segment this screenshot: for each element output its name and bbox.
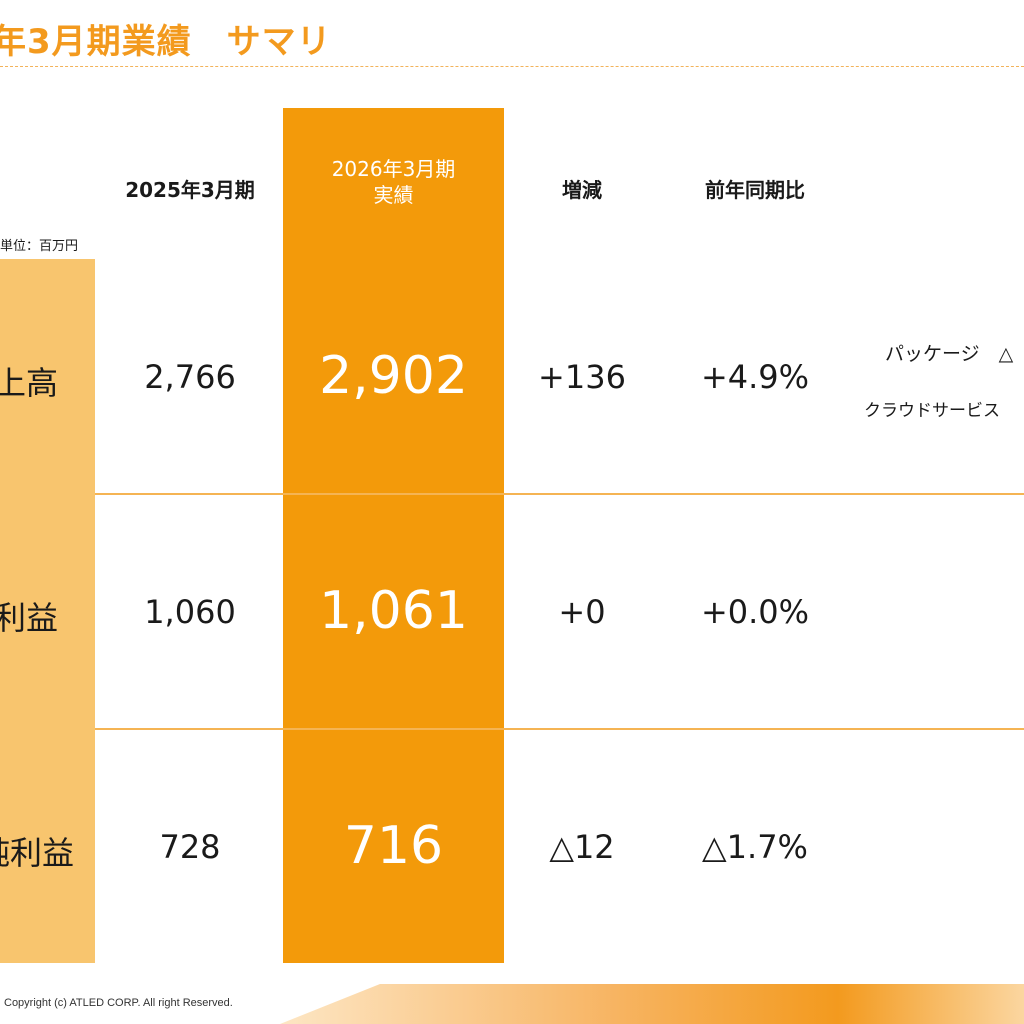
ratio-value-sales: +4.9% — [700, 358, 810, 396]
note-package: パッケージ △ — [885, 343, 1014, 365]
header-yoy-ratio: 前年同期比 — [705, 178, 805, 202]
header-current-line2: 実績 — [373, 183, 414, 207]
current-value-net-profit: 716 — [343, 816, 444, 876]
diff-value-sales: +136 — [538, 358, 626, 396]
prev-value-net-profit: 728 — [159, 828, 221, 866]
header-current-line1: 2026年3月期 — [331, 157, 456, 181]
row-label-operating-profit: 利益 — [0, 599, 59, 637]
header-difference: 増減 — [562, 178, 602, 202]
row-divider — [95, 493, 1024, 495]
diff-value-net-profit: △12 — [549, 828, 615, 866]
prev-value-operating-profit: 1,060 — [144, 593, 236, 631]
note-cloud-service: クラウドサービス — [864, 401, 1000, 421]
prev-value-sales: 2,766 — [144, 358, 236, 396]
row-label-band — [0, 259, 95, 963]
footer-decoration — [280, 984, 1024, 1024]
page-title: 年3月期業績 サマリ — [0, 22, 332, 62]
row-label-net-profit: 純利益 — [0, 834, 75, 872]
footer-copyright: Copyright (c) ATLED CORP. All right Rese… — [4, 997, 233, 1009]
row-divider — [95, 728, 1024, 730]
diff-value-operating-profit: +0 — [558, 593, 606, 631]
ratio-value-operating-profit: +0.0% — [700, 593, 810, 631]
title-divider — [0, 66, 1024, 67]
header-current-period: 2026年3月期 実績 — [283, 156, 504, 208]
row-label-sales: 上高 — [0, 364, 59, 402]
current-value-operating-profit: 1,061 — [319, 581, 468, 641]
header-prev-period: 2025年3月期 — [125, 178, 255, 202]
current-period-highlight — [283, 108, 504, 963]
ratio-value-net-profit: △1.7% — [702, 828, 808, 866]
unit-label: 単位：百万円 — [0, 239, 79, 254]
current-value-sales: 2,902 — [319, 346, 468, 406]
